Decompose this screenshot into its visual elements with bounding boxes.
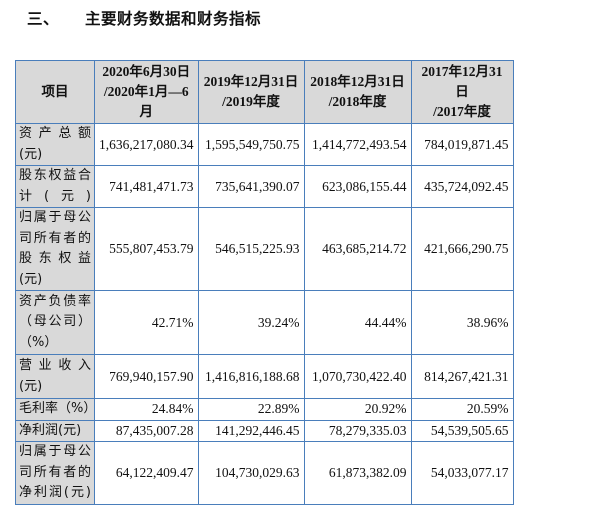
header-line: /2020年1月—6 [103,84,189,99]
section-number: 三、 [27,10,60,28]
value-cell: 20.92% [303,398,412,421]
row-label-line: 归属于母公 [19,444,91,460]
row-label: 营业收入 (元) [15,354,95,399]
value-cell: 64,122,409.47 [94,441,199,505]
row-label-line: （%） [19,334,58,350]
row-label-line: 股东权益合 [19,168,91,183]
value-cell: 22.89% [197,398,305,421]
header-line: /2017年度 [433,104,491,119]
value-cell: 435,724,092.45 [410,165,514,208]
value-cell: 54,033,077.17 [410,441,514,505]
table-row: 营业收入 (元) 769,940,157.90 1,416,816,188.68 1,0… [15,354,514,399]
header-row: 项目 2020年6月30日/2020年1月—6 月 2019年12月31日/2019年… [15,60,514,124]
value-cell: 1,636,217,080.34 [94,123,199,166]
row-label-line: 资产负债率 [19,293,91,309]
table-row: 毛利率（%） 24.84% 22.89% 20.92% 20.59% [15,398,514,421]
value-cell: 61,873,382.09 [303,441,412,505]
value-cell: 87,435,007.28 [94,419,199,442]
value-cell: 54,539,505.65 [410,419,514,442]
table-row: 资产负债率 （母公司） （%） 42.71% 39.24% 44.44% 38.96% [15,290,514,355]
value-cell: 784,019,871.45 [410,123,514,166]
row-label-line: 计(元) [19,188,91,204]
value-cell: 1,070,730,422.40 [303,354,412,399]
row-label-line: 净利润(元) [19,485,91,501]
value-cell: 769,940,157.90 [94,354,199,399]
row-label: 资产负债率 （母公司） （%） [15,290,95,355]
row-label-line: 净利润(元) [19,422,82,438]
value-cell: 735,641,390.07 [197,165,305,208]
value-cell: 1,416,816,188.68 [197,354,305,399]
value-cell: 141,292,446.45 [197,419,305,442]
column-header: 项目 [15,60,95,124]
value-cell: 39.24% [197,290,305,355]
column-header: 2017年12月31日/2017年度 [410,60,514,124]
value-cell: 24.84% [94,398,199,421]
header-line: /2019年度 [222,94,280,109]
financial-data-table: 项目 2020年6月30日/2020年1月—6 月 2019年12月31日/2019年… [15,60,514,505]
header-line: 2018年12月31日 [310,74,405,89]
value-cell: 44.44% [303,290,412,355]
value-cell: 38.96% [410,290,514,355]
column-header: 2019年12月31日/2019年度 [197,60,305,124]
table-row: 股东权益合计(元) 741,481,471.73 735,641,390.07 623… [15,165,514,208]
value-cell: 1,595,549,750.75 [197,123,305,166]
row-label-line: 资产总额 [19,126,91,141]
row-label: 毛利率（%） [15,398,97,421]
row-label-line: 营业收入 [19,358,91,373]
row-label-line: (元) [19,146,43,162]
header-line: 2017年12月31日 [421,64,503,99]
table-row: 资产总额 (元) 1,636,217,080.34 1,595,549,750.75 1… [15,123,514,166]
header-line: 项目 [41,84,69,99]
value-cell: 104,730,029.63 [197,441,305,505]
value-cell: 20.59% [410,398,514,421]
value-cell: 1,414,772,493.54 [303,123,412,166]
value-cell: 546,515,225.93 [197,207,305,291]
value-cell: 623,086,155.44 [303,165,412,208]
column-header: 2020年6月30日/2020年1月—6 月 [94,60,199,124]
header-line: /2018年度 [328,94,387,109]
column-header: 2018年12月31日/2018年度 [303,60,412,124]
row-label: 净利润(元) [15,419,95,442]
row-label-line: (元) [19,378,43,394]
row-label-line: （母公司） [19,314,91,330]
row-label-line: 股东权益 [19,251,91,266]
row-label-line: 毛利率（%） [19,401,97,416]
row-label: 股东权益合计(元) [15,165,95,208]
row-label-line: (元) [19,271,43,287]
row-label: 归属于母公司所有者的股东权益 (元) [15,207,95,291]
row-label-line: 司所有者的 [19,230,91,246]
table-row: 净利润(元) 87,435,007.28 141,292,446.45 78,279,… [15,419,514,442]
value-cell: 42.71% [94,290,199,355]
header-line: 2019年12月31日 [203,74,299,89]
value-cell: 78,279,335.03 [303,419,412,442]
value-cell: 463,685,214.72 [303,207,412,291]
header-line: 月 [139,104,154,119]
value-cell: 741,481,471.73 [94,165,199,208]
header-line: 2020年6月30日 [102,64,191,79]
value-cell: 421,666,290.75 [410,207,514,291]
row-label: 资产总额 (元) [15,123,95,166]
section-title: 三、 主要财务数据和财务指标 [27,7,261,29]
row-label-line: 司所有者的 [19,464,91,480]
table-row: 归属于母公司所有者的股东权益 (元) 555,807,453.79 546,515,2… [15,207,514,291]
row-label: 归属于母公司所有者的净利润(元) [15,441,95,505]
value-cell: 814,267,421.31 [410,354,514,399]
section-title-text: 主要财务数据和财务指标 [85,10,262,28]
value-cell: 555,807,453.79 [94,207,199,291]
table-row: 归属于母公司所有者的净利润(元) 64,122,409.47 104,730,029… [15,441,514,505]
row-label-line: 归属于母公 [19,210,91,225]
